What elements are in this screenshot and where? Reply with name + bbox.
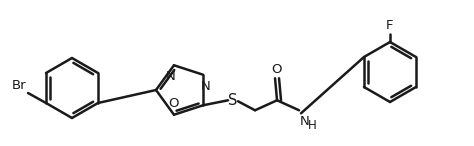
Text: H: H [308, 119, 317, 132]
Text: O: O [169, 97, 179, 110]
Text: F: F [386, 19, 394, 32]
Text: N: N [166, 70, 176, 83]
Text: S: S [228, 93, 238, 108]
Text: Br: Br [11, 79, 26, 92]
Text: N: N [300, 115, 310, 128]
Text: O: O [271, 63, 281, 76]
Text: N: N [201, 80, 211, 93]
